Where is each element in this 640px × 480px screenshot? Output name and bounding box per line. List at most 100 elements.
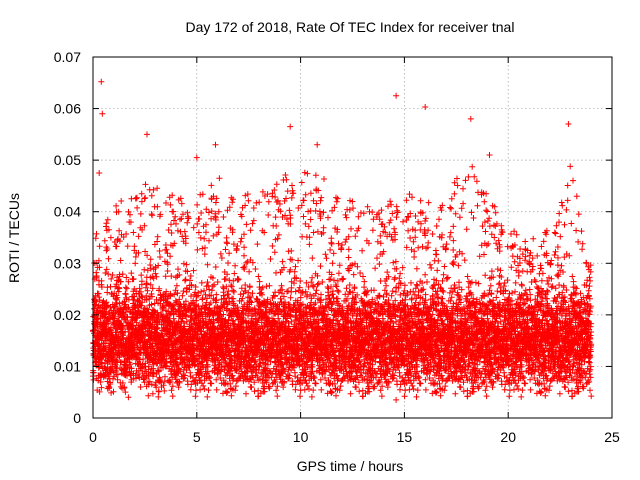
data-point: [194, 201, 201, 208]
data-point: [204, 393, 211, 400]
data-point: [118, 198, 125, 204]
data-point: [325, 214, 331, 221]
data-point: [212, 264, 219, 270]
data-point: [128, 365, 135, 372]
data-point: [102, 344, 109, 350]
data-point: [307, 190, 314, 197]
data-point: [141, 195, 148, 202]
data-point: [122, 301, 129, 308]
data-point: [101, 237, 108, 244]
data-point: [143, 281, 150, 288]
data-point: [318, 386, 325, 393]
data-point: [212, 199, 219, 206]
data-point: [134, 204, 141, 211]
data-point: [231, 270, 238, 277]
data-point: [137, 288, 144, 295]
data-point: [117, 257, 124, 264]
data-point: [103, 303, 110, 310]
data-point: [250, 217, 257, 224]
data-point: [162, 373, 168, 380]
data-point: [198, 279, 205, 286]
data-point: [297, 393, 303, 400]
data-point: [178, 200, 185, 207]
data-point: [273, 387, 280, 394]
data-point: [228, 392, 235, 399]
data-point: [312, 172, 319, 179]
data-point: [256, 199, 263, 206]
data-point: [204, 279, 211, 286]
data-point: [309, 282, 316, 289]
data-point: [285, 288, 292, 295]
data-point: [185, 215, 192, 222]
data-point: [124, 314, 130, 321]
data-point: [104, 246, 111, 252]
data-point: [127, 372, 134, 379]
data-point: [343, 214, 350, 221]
data-point: [320, 224, 327, 231]
data-point: [345, 246, 352, 253]
data-point: [301, 386, 308, 393]
data-point: [108, 275, 115, 282]
data-point: [116, 227, 123, 234]
data-point: [147, 262, 154, 268]
data-point: [228, 283, 235, 290]
data-point: [145, 392, 152, 399]
data-point: [287, 294, 294, 301]
data-point: [338, 246, 345, 253]
data-point: [311, 374, 318, 381]
data-point: [119, 271, 126, 278]
data-point: [187, 386, 194, 393]
data-point: [343, 285, 350, 292]
data-point: [306, 241, 313, 248]
data-point: [313, 200, 320, 207]
data-point: [140, 328, 147, 335]
data-point: [345, 254, 352, 261]
data-point: [312, 380, 319, 387]
data-point: [255, 273, 262, 280]
data-point: [127, 211, 133, 218]
data-point: [107, 381, 114, 387]
data-point: [218, 255, 225, 261]
data-point: [138, 278, 145, 285]
data-point: [208, 380, 215, 387]
data-point: [328, 389, 335, 395]
data-point: [296, 284, 303, 291]
data-point: [217, 250, 224, 257]
data-point: [272, 214, 279, 221]
data-point: [224, 389, 231, 395]
data-point: [120, 332, 127, 339]
data-point: [155, 393, 162, 400]
data-point: [249, 220, 256, 227]
data-points: [90, 78, 595, 403]
data-point: [95, 364, 102, 371]
data-point: [131, 243, 138, 250]
data-point: [198, 288, 205, 295]
data-point: [168, 273, 175, 280]
data-point: [93, 230, 100, 237]
data-point: [329, 260, 336, 267]
data-point: [173, 282, 180, 289]
data-point: [153, 273, 160, 280]
data-point: [96, 294, 103, 301]
data-point: [93, 298, 100, 305]
data-point: [292, 263, 299, 270]
data-point: [307, 216, 314, 223]
data-point: [302, 288, 309, 295]
data-point: [116, 273, 123, 280]
data-point: [142, 194, 149, 201]
data-point: [313, 287, 320, 294]
data-point: [99, 359, 105, 366]
data-point: [288, 247, 295, 254]
data-point: [154, 233, 161, 240]
data-point: [116, 285, 123, 292]
data-point: [252, 266, 259, 272]
data-point: [138, 272, 145, 279]
data-point: [127, 361, 134, 368]
data-point: [130, 229, 137, 236]
data-point: [115, 208, 122, 215]
data-point: [112, 295, 119, 302]
data-point: [309, 255, 316, 262]
data-point: [361, 278, 368, 285]
data-point: [279, 258, 286, 265]
